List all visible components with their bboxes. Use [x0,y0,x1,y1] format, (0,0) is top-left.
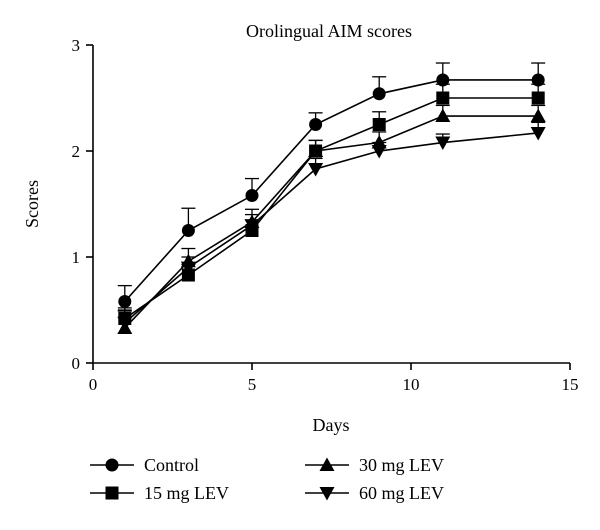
data-point [118,295,132,309]
y-axis-title: Scores [22,180,42,228]
legend-label: 30 mg LEV [359,455,444,475]
x-tick-label: 10 [403,375,420,394]
x-tick-label: 15 [562,375,579,394]
legend-label: 15 mg LEV [144,483,229,503]
legend-item-30-mg-lev: 30 mg LEV [305,455,444,475]
data-point [308,163,324,177]
data-point [180,261,196,276]
data-point [117,316,133,331]
legend-marker [319,487,335,501]
data-point [309,118,323,131]
y-tick-label: 1 [72,248,81,267]
legend-marker [105,458,119,472]
data-point [435,136,451,151]
data-point [530,108,546,123]
legend-item-control: Control [90,455,199,475]
data-point [371,145,387,159]
y-tick-label: 2 [72,142,81,161]
axes: 0 1 2 3 0 5 10 15 [72,36,579,394]
x-axis-title: Days [313,415,350,435]
chart-title: Orolingual AIM scores [246,21,412,41]
data-point [436,91,450,105]
legend-marker [319,457,335,471]
data-point [181,224,195,237]
x-tick-label: 5 [248,375,257,394]
data-point [531,91,545,105]
x-tick-label: 0 [89,375,98,394]
series-30-mg-lev [117,104,546,335]
legend-label: Control [144,455,199,475]
data-point [372,87,386,101]
legend-label: 60 mg LEV [359,483,444,503]
legend-item-60-mg-lev: 60 mg LEV [305,483,444,503]
series-line [124,115,539,329]
series-layer [117,62,546,335]
data-point [308,143,324,157]
data-point [245,189,259,203]
legend: Control 15 mg LEV 30 mg LEV 60 mg LEV [90,455,444,503]
data-point [244,219,260,233]
series-60-mg-lev [117,121,546,331]
y-tick-label: 0 [72,354,81,373]
series-15-mg-lev [117,83,546,325]
data-point [436,73,450,87]
data-point [531,73,545,87]
legend-item-15-mg-lev: 15 mg LEV [90,483,229,503]
series-control [117,62,546,309]
data-point [372,118,386,131]
data-point [435,108,451,123]
data-point [530,126,546,141]
legend-marker [105,486,119,500]
y-tick-label: 3 [72,36,81,55]
